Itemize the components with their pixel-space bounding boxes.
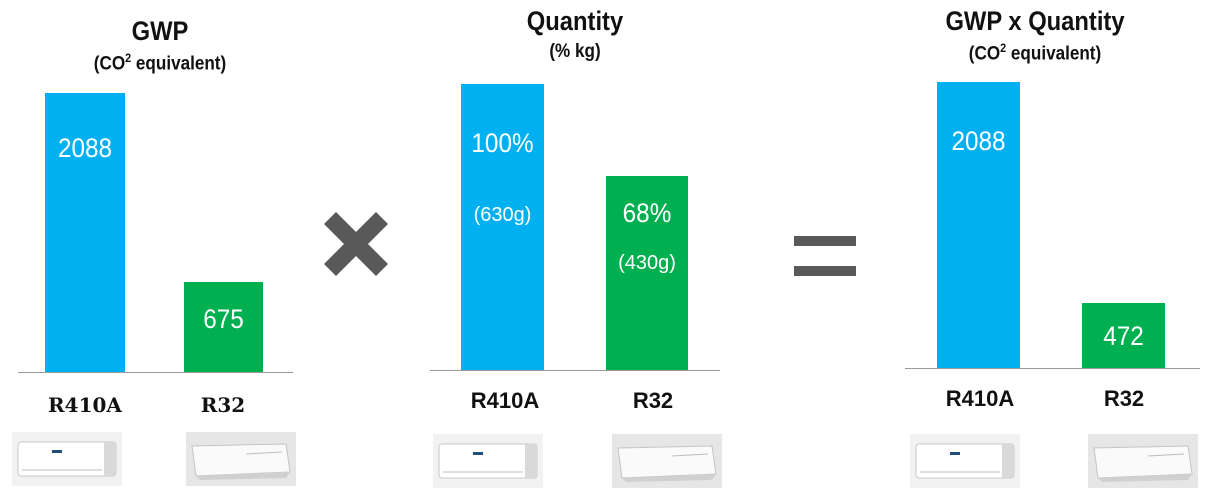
bar-r32: 68% (430g) [606, 176, 688, 370]
x-axis-baseline [905, 368, 1200, 369]
category-label: R32 [200, 393, 246, 417]
bar-r32: 472 [1082, 303, 1165, 368]
category-label: R32 [1103, 386, 1145, 411]
multiply-icon [322, 210, 390, 278]
ac-unit-r410a-image [433, 434, 543, 488]
subtitle-text: (% kg) [549, 41, 601, 62]
ac-unit-r32-image [186, 432, 296, 486]
bar-value-label: 675 [203, 304, 244, 334]
panel-quantity: Quantity (% kg) R410A R32 100% (630g) 68% (… [400, 0, 740, 499]
x-axis-baseline [18, 372, 293, 373]
bar-sub-label: (430g) [618, 252, 676, 274]
subtitle-text: (CO2 equivalent) [93, 51, 227, 75]
category-label: R32 [632, 388, 674, 413]
category-label: R410A [48, 393, 122, 417]
title-text: Quantity [526, 6, 624, 36]
bar-r410a: 100% (630g) [461, 84, 544, 370]
ac-unit-r410a-image [910, 434, 1020, 488]
bar-value-label: 68% [622, 198, 672, 228]
bar-value-label: 2088 [951, 126, 1006, 156]
title-text: GWP x Quantity [945, 6, 1125, 36]
ac-unit-r32-image [612, 434, 722, 488]
bar-value-label: 2088 [57, 133, 113, 163]
bar-sub-label: (630g) [473, 204, 532, 226]
panel-gwp-x-quantity: GWP x Quantity (CO2 equivalent) R410A R3… [890, 0, 1208, 499]
bar-r32: 675 [184, 282, 263, 372]
bar-r410a: 2088 [937, 82, 1020, 368]
category-label: R410A [945, 386, 1015, 411]
bar-r410a: 2088 [45, 93, 125, 372]
x-axis-baseline [430, 370, 720, 371]
bar-value-label: 472 [1103, 321, 1144, 351]
ac-unit-r32-image [1088, 434, 1198, 488]
title-text: GWP [131, 16, 189, 46]
subtitle-text: (CO2 equivalent) [968, 41, 1102, 65]
panel-title: Quantity (% kg) [400, 6, 750, 63]
equals-icon [794, 236, 856, 278]
panel-gwp: GWP (CO2 equivalent) R410A R32 2088 675 [0, 0, 300, 499]
category-label: R410A [470, 388, 540, 413]
panel-title: GWP x Quantity (CO2 equivalent) [890, 6, 1180, 65]
ac-unit-r410a-image [12, 432, 122, 486]
panel-title: GWP (CO2 equivalent) [15, 16, 305, 75]
bar-value-label: 100% [471, 128, 534, 158]
